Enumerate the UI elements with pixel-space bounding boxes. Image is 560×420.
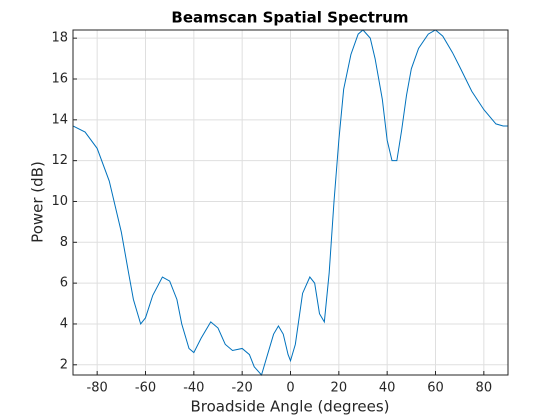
y-tick-label: 10 xyxy=(51,194,68,209)
line-series xyxy=(72,29,508,377)
y-tick-label: 8 xyxy=(60,235,68,250)
y-tick-label: 4 xyxy=(60,316,68,331)
x-tick-label: -60 xyxy=(135,381,156,396)
x-tick-label: -20 xyxy=(232,381,253,396)
y-tick-label: 16 xyxy=(51,71,68,86)
x-tick-label: 20 xyxy=(331,381,348,396)
y-tick-label: 18 xyxy=(51,31,68,46)
y-tick-label: 14 xyxy=(51,112,68,127)
x-tick-label: 0 xyxy=(286,381,294,396)
x-tick-label: 80 xyxy=(476,381,493,396)
x-axis-label: Broadside Angle (degrees) xyxy=(190,398,389,416)
chart-title: Beamscan Spatial Spectrum xyxy=(171,9,408,27)
y-tick-label: 6 xyxy=(60,276,68,291)
x-tick-label: -40 xyxy=(183,381,204,396)
y-axis-label: Power (dB) xyxy=(29,161,47,243)
axes-box xyxy=(72,29,509,376)
x-tick-label: -80 xyxy=(87,381,108,396)
x-tick-label: 60 xyxy=(427,381,444,396)
y-tick-label: 12 xyxy=(51,153,68,168)
y-tick-label: 2 xyxy=(60,357,68,372)
x-tick-label: 40 xyxy=(379,381,396,396)
